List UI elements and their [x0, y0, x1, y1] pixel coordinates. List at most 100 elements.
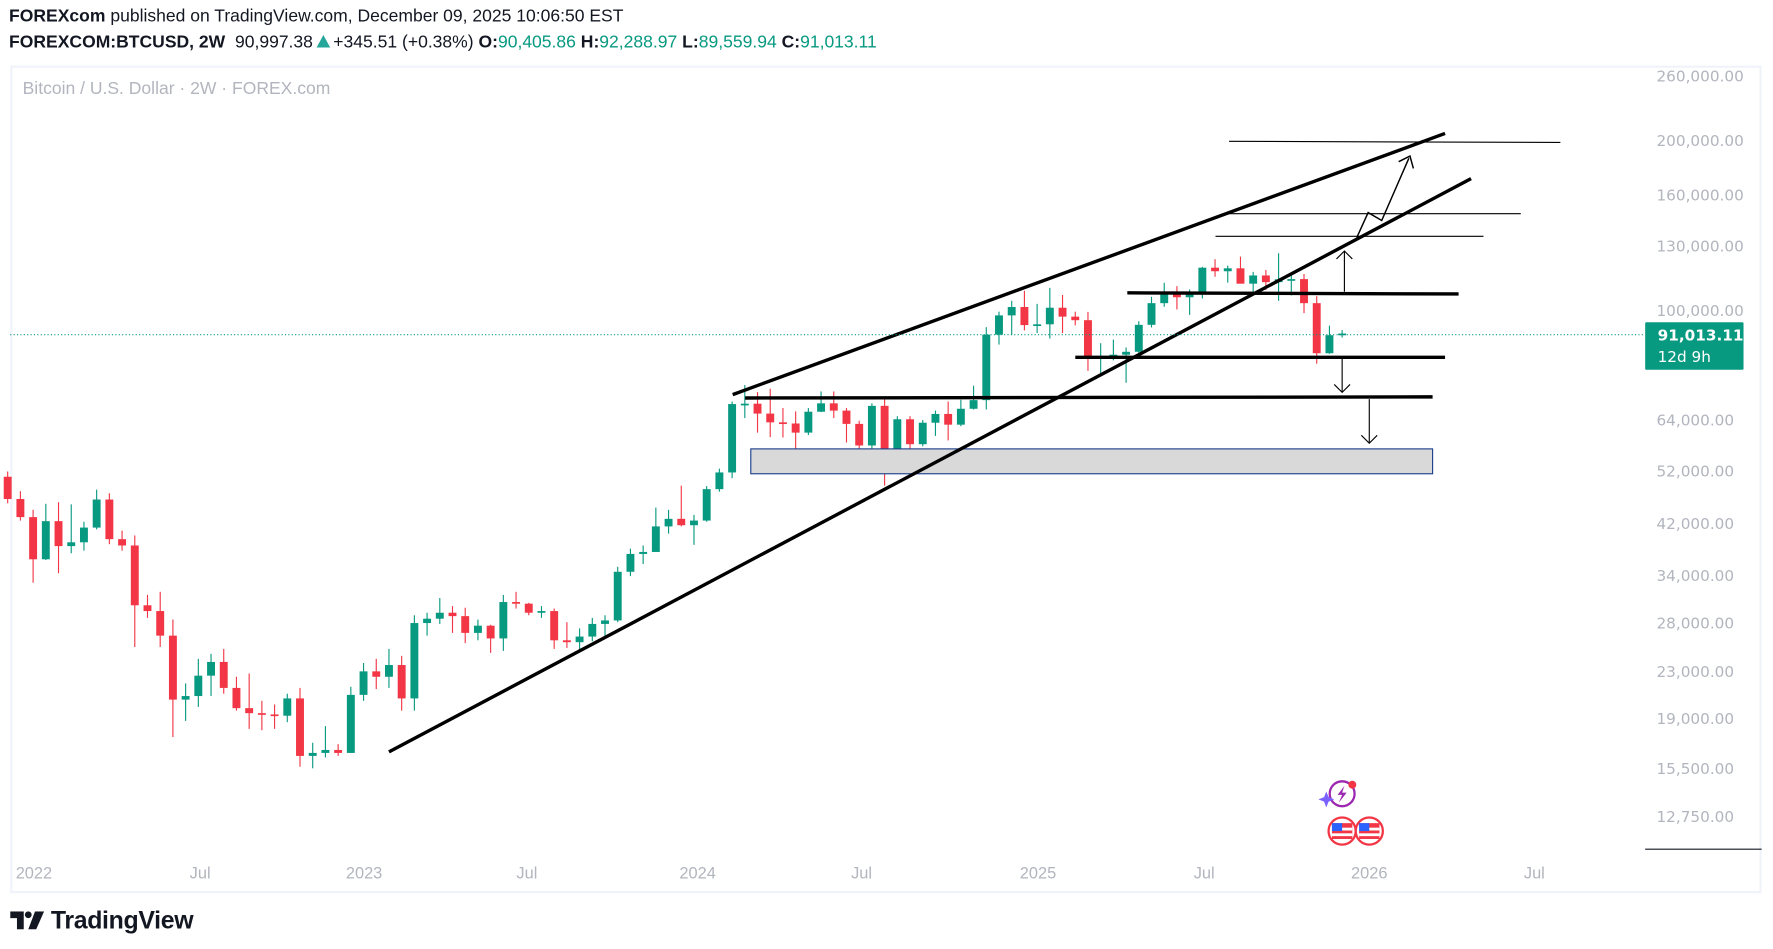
candle[interactable]: [92, 489, 101, 530]
candle[interactable]: [423, 612, 432, 636]
candle[interactable]: [1084, 311, 1092, 371]
candle[interactable]: [1223, 265, 1232, 283]
candle[interactable]: [486, 624, 495, 653]
candle[interactable]: [1160, 282, 1169, 307]
candle[interactable]: [677, 485, 686, 527]
support-line-lower[interactable]: [745, 395, 1433, 400]
candle[interactable]: [448, 606, 457, 633]
tradingview-logo[interactable]: TradingView: [10, 906, 194, 935]
candle[interactable]: [1058, 294, 1067, 334]
candle[interactable]: [867, 403, 876, 451]
lower-trendline[interactable]: [388, 177, 1472, 754]
candle[interactable]: [346, 686, 355, 753]
candle[interactable]: [29, 509, 38, 583]
candle[interactable]: [130, 535, 139, 647]
candle[interactable]: [410, 615, 419, 711]
candle[interactable]: [296, 687, 304, 767]
candle[interactable]: [550, 608, 559, 649]
candle[interactable]: [931, 410, 940, 436]
candle[interactable]: [245, 673, 254, 729]
arrow-down-icon[interactable]: [1333, 357, 1351, 394]
candle[interactable]: [791, 411, 800, 451]
candle[interactable]: [1147, 296, 1156, 328]
candle[interactable]: [41, 503, 50, 560]
us-flag-event-icon[interactable]: [1354, 816, 1384, 846]
candle[interactable]: [194, 658, 203, 707]
candle[interactable]: [918, 420, 927, 447]
arrow-down-icon[interactable]: [1360, 399, 1378, 445]
candle[interactable]: [473, 619, 482, 641]
candle[interactable]: [817, 391, 826, 413]
candle[interactable]: [270, 704, 279, 729]
breakout-path-arrow-icon[interactable]: [1356, 154, 1415, 238]
candle[interactable]: [321, 726, 330, 758]
candle[interactable]: [283, 693, 292, 723]
candle[interactable]: [588, 617, 597, 642]
candle[interactable]: [1045, 287, 1054, 339]
candle[interactable]: [1312, 296, 1321, 364]
candle[interactable]: [982, 327, 991, 410]
candle[interactable]: [690, 514, 698, 545]
candle[interactable]: [54, 502, 63, 574]
arrow-up-icon[interactable]: [1336, 250, 1353, 292]
candle[interactable]: [219, 648, 228, 694]
candle[interactable]: [372, 658, 381, 690]
candle[interactable]: [1172, 286, 1181, 310]
candle[interactable]: [397, 655, 406, 711]
price-axis[interactable]: 260,000.00 200,000.00 160,000.00 130,000.00…: [1656, 67, 1743, 825]
candle[interactable]: [156, 591, 165, 647]
candle[interactable]: [956, 399, 965, 427]
candle[interactable]: [1007, 300, 1016, 335]
candle[interactable]: [308, 742, 317, 769]
candle[interactable]: [1236, 256, 1245, 284]
candle[interactable]: [639, 545, 648, 565]
candle[interactable]: [385, 648, 393, 688]
candle[interactable]: [804, 408, 813, 436]
upper-trendline[interactable]: [732, 131, 1446, 397]
candle[interactable]: [207, 653, 215, 697]
candle[interactable]: [1033, 303, 1042, 334]
support-zone-box[interactable]: [750, 448, 1434, 475]
candle[interactable]: [1287, 273, 1296, 296]
candle[interactable]: [601, 615, 609, 637]
candle[interactable]: [181, 683, 190, 721]
candle[interactable]: [334, 744, 343, 756]
candle[interactable]: [842, 408, 851, 443]
target-line-200k[interactable]: [1229, 140, 1561, 144]
candle[interactable]: [499, 594, 508, 651]
candle[interactable]: [1338, 330, 1347, 338]
candle[interactable]: [778, 408, 787, 438]
candle[interactable]: [16, 491, 25, 521]
time-axis[interactable]: 2022 Jul 2023 Jul 2024 Jul 2025 Jul 2026 Jul: [16, 865, 1545, 883]
candle[interactable]: [1249, 271, 1258, 294]
candle[interactable]: [79, 521, 88, 551]
candle[interactable]: [1020, 290, 1029, 331]
lightning-alert-icon[interactable]: [1318, 780, 1357, 808]
us-flag-event-icon[interactable]: [1327, 816, 1357, 846]
candle[interactable]: [715, 468, 724, 492]
candle[interactable]: [1071, 311, 1080, 326]
candle[interactable]: [626, 548, 635, 577]
candle[interactable]: [118, 530, 127, 551]
candle[interactable]: [1325, 325, 1334, 354]
candle[interactable]: [995, 311, 1003, 345]
candle[interactable]: [651, 507, 660, 552]
candle[interactable]: [575, 628, 584, 652]
publisher-name[interactable]: FOREXcom: [9, 6, 106, 27]
candle[interactable]: [613, 566, 622, 623]
candle[interactable]: [3, 471, 12, 504]
candle[interactable]: [257, 700, 266, 731]
candle[interactable]: [766, 388, 775, 438]
candle[interactable]: [524, 602, 533, 616]
candle[interactable]: [435, 598, 444, 624]
candle[interactable]: [359, 662, 368, 701]
candle[interactable]: [232, 676, 241, 711]
candle[interactable]: [461, 607, 470, 644]
candle[interactable]: [168, 619, 177, 738]
candle[interactable]: [728, 401, 737, 479]
candle[interactable]: [143, 594, 152, 618]
candle[interactable]: [829, 391, 838, 419]
candle[interactable]: [702, 486, 711, 522]
candle[interactable]: [512, 591, 521, 609]
